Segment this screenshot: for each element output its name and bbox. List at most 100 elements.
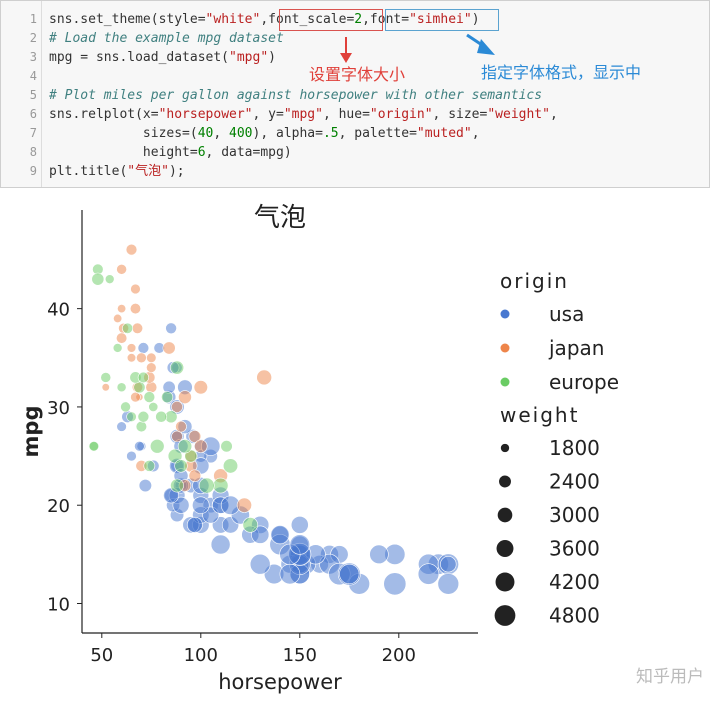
code-token: "horsepower": [158, 107, 253, 122]
code-token: sns.relplot(x=: [49, 107, 159, 122]
line-number: 7: [29, 126, 37, 140]
data-point-europe: [126, 411, 137, 422]
code-line[interactable]: mpg = sns.load_dataset("mpg"): [49, 48, 276, 67]
y-tick-label: 10: [47, 595, 70, 616]
code-token: "origin": [369, 107, 433, 122]
data-point-usa: [249, 553, 271, 575]
code-token: sns.set_theme(style=: [49, 12, 206, 27]
data-point-europe: [149, 438, 165, 454]
x-tick-label: 200: [382, 645, 416, 666]
data-point-japan: [115, 332, 128, 344]
code-token: , hue=: [322, 107, 370, 122]
data-point-europe: [120, 401, 131, 413]
data-point-europe: [88, 441, 100, 452]
code-token: ,: [471, 126, 480, 141]
data-point-usa: [134, 440, 145, 452]
data-point-europe: [143, 460, 156, 472]
legend-size-label: 3600: [549, 537, 600, 561]
data-point-usa: [437, 573, 460, 595]
code-token: ,: [362, 12, 370, 27]
data-point-usa: [289, 534, 310, 555]
data-point-japan: [126, 343, 137, 353]
code-line[interactable]: sizes=(40, 400), alpha=.5, palette="mute…: [49, 124, 480, 143]
data-point-europe: [148, 401, 159, 412]
code-token: font=: [369, 12, 410, 27]
legend-marker-usa: [500, 309, 510, 319]
data-point-usa: [417, 563, 440, 585]
code-line[interactable]: # Plot miles per gallon against horsepow…: [49, 86, 542, 105]
line-number: 1: [29, 12, 37, 26]
data-point-europe: [137, 371, 149, 384]
code-token: 400: [229, 126, 253, 141]
data-point-japan: [171, 401, 183, 413]
code-token: "simhei": [409, 12, 472, 27]
x-tick-label: 150: [283, 645, 317, 666]
data-point-japan: [188, 469, 202, 482]
data-point-japan: [131, 322, 144, 334]
code-token: # Load the example mpg dataset: [49, 31, 284, 46]
data-point-japan: [146, 352, 157, 363]
code-token: "muted": [416, 126, 472, 141]
code-line[interactable]: sns.relplot(x="horsepower", y="mpg", hue…: [49, 105, 558, 124]
legend-size-label: 4200: [549, 570, 600, 594]
data-point-usa: [137, 342, 150, 354]
y-tick-label: 30: [47, 398, 70, 419]
data-point-japan: [178, 390, 192, 404]
data-point-europe: [137, 410, 150, 423]
code-token: # Plot miles per gallon against horsepow…: [49, 88, 543, 103]
y-tick-label: 20: [47, 496, 70, 517]
legend-label-europe: europe: [549, 370, 619, 394]
code-line[interactable]: sns.set_theme(style="white",font_scale=2…: [49, 10, 480, 29]
data-point-japan: [162, 341, 176, 355]
data-point-europe: [121, 322, 134, 334]
legend-size-title: weight: [500, 403, 579, 427]
legend-size-marker: [499, 475, 511, 488]
blue-arrow-icon: [466, 33, 486, 49]
data-point-usa: [172, 496, 190, 514]
data-point-usa: [383, 572, 407, 596]
data-point-japan: [116, 263, 127, 275]
code-line[interactable]: # Load the example mpg dataset: [49, 29, 284, 48]
code-token: mpg = sns.load_dataset(: [49, 50, 230, 65]
x-axis-label: horsepower: [218, 670, 342, 694]
data-point-japan: [101, 383, 110, 392]
code-token: , size=: [432, 107, 488, 122]
legend-marker-europe: [500, 377, 510, 387]
legend-size-label: 1800: [549, 436, 600, 460]
data-point-europe: [242, 517, 259, 533]
code-token: font_scale=: [268, 12, 355, 27]
data-point-usa: [440, 556, 457, 573]
legend-marker-japan: [500, 343, 510, 353]
line-gutter: 1 2 3 4 5 6 7 8 9: [1, 1, 42, 187]
font-highlight: [385, 9, 499, 31]
code-line[interactable]: plt.title("气泡");: [49, 162, 185, 181]
data-point-europe: [143, 391, 156, 403]
data-point-europe: [170, 360, 185, 375]
legend-size-marker: [494, 605, 516, 626]
code-line[interactable]: height=6, data=mpg): [49, 143, 292, 162]
code-token: .5: [322, 126, 339, 141]
x-tick-label: 50: [90, 645, 113, 666]
data-point-japan: [146, 362, 157, 373]
data-point-usa: [290, 515, 309, 534]
code-token: sizes=(: [49, 126, 198, 141]
code-token: ): [471, 12, 480, 27]
code-token: );: [168, 164, 185, 179]
plot-output: 气泡 50 100 150 200 10 20 30 40 horsepower mpg origin…: [0, 190, 720, 699]
code-token: , data=mpg): [205, 145, 292, 160]
data-point-japan: [188, 430, 202, 443]
data-point-europe: [222, 458, 239, 474]
x-tick-label: 100: [184, 645, 218, 666]
code-token: ): [268, 50, 276, 65]
data-point-europe: [112, 343, 123, 353]
code-token: "mpg": [283, 107, 323, 122]
font-family-annotation: 指定字体格式，显示中: [481, 63, 642, 82]
y-axis-label: mpg: [19, 406, 43, 458]
data-point-europe: [212, 477, 229, 494]
data-point-europe: [161, 391, 174, 404]
data-point-japan: [171, 430, 183, 443]
data-point-usa: [126, 450, 137, 462]
data-point-usa: [165, 322, 177, 335]
data-point-europe: [198, 477, 215, 494]
